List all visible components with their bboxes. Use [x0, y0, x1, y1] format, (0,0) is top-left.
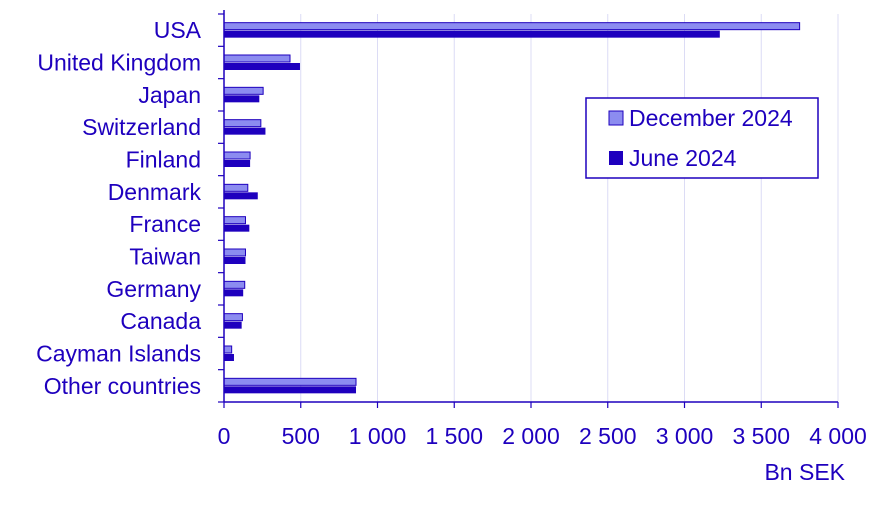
category-label-cayman-islands: Cayman Islands — [36, 341, 201, 367]
x-tick-label-1500: 1 500 — [425, 423, 483, 449]
bar-cayman-islands-december-2024 — [223, 345, 233, 354]
category-label-france: France — [129, 211, 201, 237]
category-label-other-countries: Other countries — [44, 373, 201, 399]
bar-usa-june-2024 — [224, 30, 720, 38]
category-label-canada: Canada — [120, 308, 201, 334]
x-tick-label-0: 0 — [218, 423, 231, 449]
bar-france-june-2024 — [224, 224, 250, 232]
legend-box — [585, 97, 819, 179]
x-tick-labels: 0 500 1 000 1 500 2 000 2 500 3 000 3 500 4 000 — [218, 423, 867, 449]
bar-japan-june-2024 — [224, 95, 260, 103]
bar-finland-june-2024 — [224, 160, 251, 167]
category-label-usa: USA — [154, 17, 202, 43]
category-label-japan: Japan — [138, 82, 201, 108]
bar-france-december-2024 — [223, 216, 246, 225]
bar-other-countries-december-2024 — [223, 377, 357, 386]
bar-switzerland-june-2024 — [224, 127, 266, 135]
x-tick-label-4000: 4 000 — [809, 423, 867, 449]
bar-germany-june-2024 — [224, 289, 244, 297]
gridlines — [300, 14, 839, 402]
legend: December 2024 June 2024 — [585, 97, 819, 179]
legend-swatch-june-2024 — [609, 151, 623, 165]
x-axis-unit-label: Bn SEK — [764, 459, 845, 485]
category-label-finland: Finland — [126, 147, 201, 173]
x-tick-label-3000: 3 000 — [656, 423, 714, 449]
x-tick-label-500: 500 — [282, 423, 320, 449]
bar-germany-december-2024 — [223, 280, 246, 289]
bar-united-kingdom-december-2024 — [223, 54, 291, 63]
category-label-united-kingdom: United Kingdom — [37, 50, 201, 76]
category-label-taiwan: Taiwan — [129, 244, 201, 270]
x-tick-label-2000: 2 000 — [502, 423, 560, 449]
bar-taiwan-december-2024 — [223, 248, 246, 257]
bar-denmark-june-2024 — [224, 192, 258, 200]
bar-canada-december-2024 — [223, 313, 243, 322]
bar-other-countries-june-2024 — [224, 386, 357, 394]
bar-japan-december-2024 — [223, 86, 264, 95]
category-labels: USA United Kingdom Japan Switzerland Finland… — [36, 17, 202, 399]
bar-united-kingdom-june-2024 — [224, 63, 300, 70]
bar-usa-december-2024 — [223, 22, 801, 31]
bar-switzerland-december-2024 — [223, 119, 262, 128]
category-label-germany: Germany — [106, 276, 201, 302]
axes — [218, 10, 839, 408]
bars — [223, 22, 801, 394]
bar-finland-december-2024 — [223, 151, 251, 160]
legend-swatch-december-2024 — [608, 110, 624, 126]
category-label-switzerland: Switzerland — [82, 114, 201, 140]
category-label-denmark: Denmark — [108, 179, 202, 205]
x-tick-label-1000: 1 000 — [349, 423, 407, 449]
bar-denmark-december-2024 — [223, 183, 249, 192]
bar-taiwan-june-2024 — [224, 257, 246, 264]
x-tick-label-2500: 2 500 — [579, 423, 637, 449]
legend-label-december-2024: December 2024 — [629, 105, 793, 131]
legend-label-june-2024: June 2024 — [629, 145, 737, 171]
x-tick-label-3500: 3 500 — [732, 423, 790, 449]
bar-canada-june-2024 — [224, 321, 242, 329]
bar-cayman-islands-june-2024 — [224, 354, 234, 361]
